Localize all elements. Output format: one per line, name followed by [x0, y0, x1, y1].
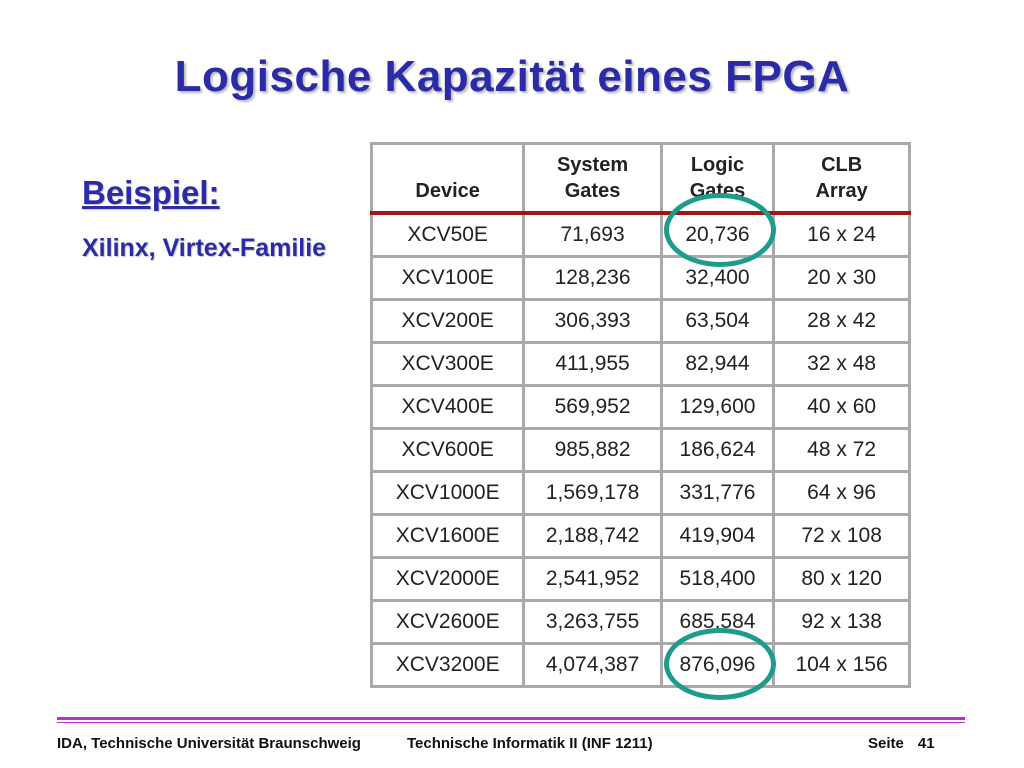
table-row: XCV300E 411,955 82,944 32 x 48: [369, 341, 911, 387]
device-capacity-table: Device System Gates Logic Gates CLB Array X…: [369, 142, 911, 688]
cell-system-gates: 71,693: [522, 211, 663, 258]
cell-clb-array: 48 x 72: [772, 427, 911, 473]
cell-device: XCV2600E: [369, 599, 526, 645]
header-system-gates: System Gates: [522, 142, 663, 215]
cell-logic-gates: 419,904: [659, 513, 776, 559]
highlight-circle-top: [664, 193, 776, 267]
highlight-circle-bottom: [664, 628, 776, 700]
cell-device: XCV100E: [369, 255, 526, 301]
cell-device: XCV3200E: [369, 642, 526, 688]
cell-device: XCV400E: [369, 384, 526, 430]
cell-clb-array: 92 x 138: [772, 599, 911, 645]
cell-clb-array: 20 x 30: [772, 255, 911, 301]
footer-course: Technische Informatik II (INF 1211): [407, 735, 653, 752]
cell-clb-array: 40 x 60: [772, 384, 911, 430]
table-row: XCV100E 128,236 32,400 20 x 30: [369, 255, 911, 301]
example-heading: Beispiel:: [82, 174, 220, 211]
table-row: XCV600E 985,882 186,624 48 x 72: [369, 427, 911, 473]
cell-device: XCV200E: [369, 298, 526, 344]
cell-device: XCV50E: [369, 211, 526, 258]
footer-page: Seite 41: [868, 735, 935, 752]
cell-clb-array: 32 x 48: [772, 341, 911, 387]
table-row: XCV400E 569,952 129,600 40 x 60: [369, 384, 911, 430]
cell-device: XCV600E: [369, 427, 526, 473]
cell-system-gates: 3,263,755: [522, 599, 663, 645]
header-device: Device: [369, 142, 526, 215]
cell-clb-array: 80 x 120: [772, 556, 911, 602]
cell-clb-array: 72 x 108: [772, 513, 911, 559]
cell-system-gates: 411,955: [522, 341, 663, 387]
table-row: XCV200E 306,393 63,504 28 x 42: [369, 298, 911, 344]
header-clb-array: CLB Array: [772, 142, 911, 215]
cell-clb-array: 64 x 96: [772, 470, 911, 516]
cell-system-gates: 569,952: [522, 384, 663, 430]
device-table-container: Device System Gates Logic Gates CLB Array X…: [369, 142, 914, 700]
table-row: XCV3200E 4,074,387 876,096 104 x 156: [369, 642, 911, 688]
table-row: XCV50E 71,693 20,736 16 x 24: [369, 211, 911, 258]
cell-logic-gates: 331,776: [659, 470, 776, 516]
cell-system-gates: 2,541,952: [522, 556, 663, 602]
cell-logic-gates: 82,944: [659, 341, 776, 387]
slide-title: Logische Kapazität eines FPGA: [174, 52, 850, 101]
cell-device: XCV2000E: [369, 556, 526, 602]
cell-system-gates: 1,569,178: [522, 470, 663, 516]
cell-clb-array: 104 x 156: [772, 642, 911, 688]
table-row: XCV2000E 2,541,952 518,400 80 x 120: [369, 556, 911, 602]
table-row: XCV1600E 2,188,742 419,904 72 x 108: [369, 513, 911, 559]
cell-system-gates: 985,882: [522, 427, 663, 473]
table-row: XCV2600E 3,263,755 685,584 92 x 138: [369, 599, 911, 645]
device-family-label: Xilinx, Virtex-Familie: [82, 234, 327, 262]
cell-system-gates: 2,188,742: [522, 513, 663, 559]
table-row: XCV1000E 1,569,178 331,776 64 x 96: [369, 470, 911, 516]
cell-device: XCV300E: [369, 341, 526, 387]
footer-divider: [57, 717, 965, 720]
cell-clb-array: 16 x 24: [772, 211, 911, 258]
cell-system-gates: 128,236: [522, 255, 663, 301]
cell-system-gates: 4,074,387: [522, 642, 663, 688]
page-number: 41: [917, 735, 935, 752]
cell-device: XCV1000E: [369, 470, 526, 516]
cell-logic-gates: 186,624: [659, 427, 776, 473]
cell-device: XCV1600E: [369, 513, 526, 559]
cell-system-gates: 306,393: [522, 298, 663, 344]
footer-divider-thin: [57, 722, 965, 723]
cell-logic-gates: 32,400: [659, 255, 776, 301]
cell-logic-gates: 518,400: [659, 556, 776, 602]
table-header-row: Device System Gates Logic Gates CLB Array: [369, 142, 911, 215]
cell-clb-array: 28 x 42: [772, 298, 911, 344]
cell-logic-gates: 129,600: [659, 384, 776, 430]
page-label: Seite: [868, 735, 904, 752]
footer-institution: IDA, Technische Universität Braunschweig: [57, 735, 361, 752]
cell-logic-gates: 63,504: [659, 298, 776, 344]
